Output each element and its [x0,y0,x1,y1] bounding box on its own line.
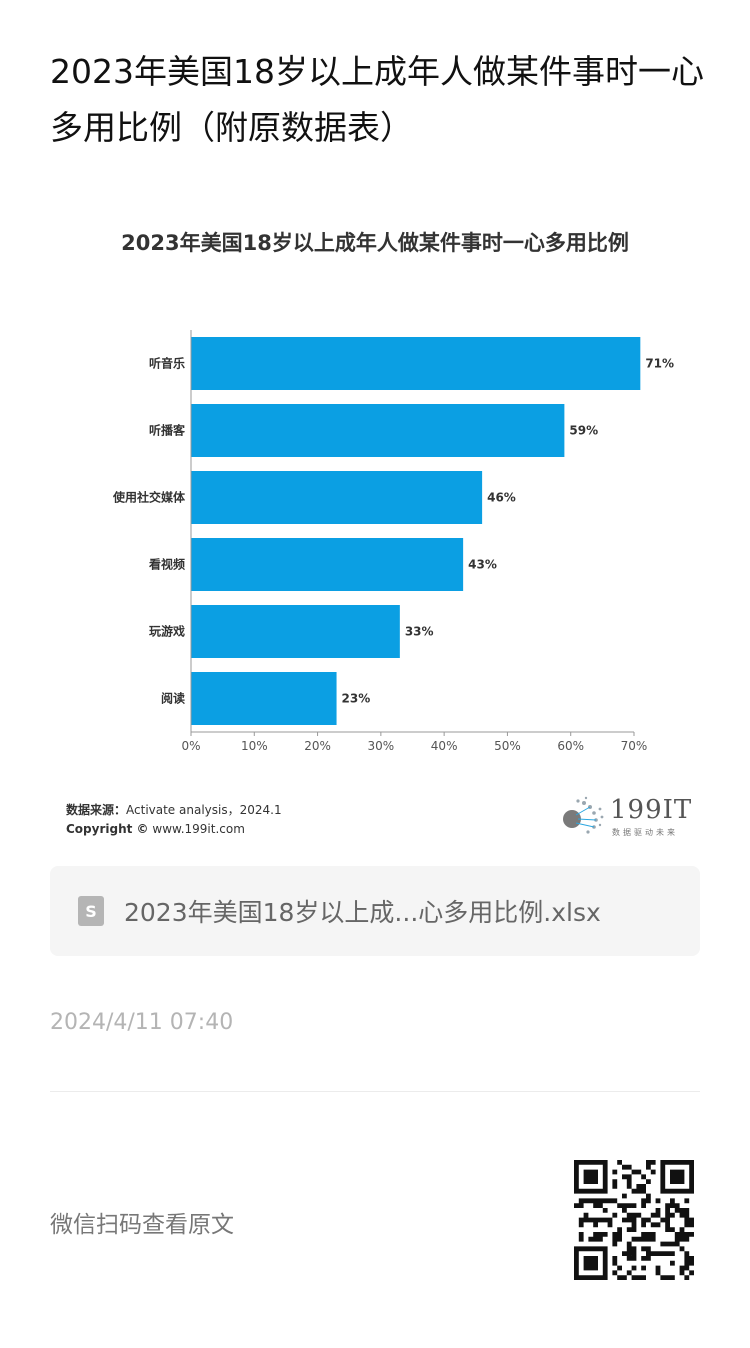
value-label-5: 23% [342,692,371,706]
x-tick-label-1: 10% [241,739,268,753]
value-label-4: 33% [405,625,434,639]
category-label-3: 看视频 [149,557,185,572]
category-label-2: 使用社交媒体 [112,490,186,505]
wechat-scan-text: 微信扫码查看原文 [50,1212,234,1238]
value-label-0: 71% [645,357,674,371]
category-label-4: 玩游戏 [149,624,185,639]
attachment-file-name[interactable]: 2023年美国18岁以上成...心多用比例.xlsx [124,898,601,927]
bar-2 [191,471,483,524]
bar-1 [191,404,565,457]
category-label-0: 听音乐 [149,356,185,371]
category-label-1: 听播客 [149,423,186,438]
copyright-label: Copyright © [66,822,149,836]
x-tick-label-7: 70% [621,739,648,753]
bar-0 [191,337,641,390]
divider [50,1091,700,1092]
category-label-5: 阅读 [161,691,185,706]
copyright-text: www.199it.com [152,822,245,836]
bar-chart: 听音乐 71% 听播客 59% 使用社交媒体 46% 看视频 43% 玩游戏 33% 阅读 23% 0%… [112,330,674,753]
chart-source: 数据来源：Activate analysis，2024.1 [66,801,282,818]
chart-image: 2023年美国18岁以上成年人做某件事时一心多用比例 听音乐 71% 听播客 59% 使… [50,205,700,850]
value-label-3: 43% [468,558,497,572]
source-label: 数据来源： [66,803,127,817]
qr-modules [574,1160,694,1280]
bar-4 [191,605,400,658]
bar-5 [191,672,337,725]
x-tick-label-0: 0% [181,739,200,753]
value-label-2: 46% [487,491,516,505]
source-text: Activate analysis，2024.1 [126,803,282,817]
dandelion-logo-icon [563,796,604,834]
chart-copyright: Copyright © www.199it.com [66,822,245,836]
chart-title: 2023年美国18岁以上成年人做某件事时一心多用比例 [121,231,629,255]
x-tick-label-4: 40% [431,739,458,753]
199it-logo: 199IT 数据驱动未来 [558,795,698,841]
x-tick-label-6: 60% [557,739,584,753]
bar-3 [191,538,464,591]
logo-text: 199IT [610,795,693,825]
attachment-card[interactable]: S 2023年美国18岁以上成...心多用比例.xlsx [50,866,700,956]
file-icon-letter: S [85,901,97,921]
logo-subtext: 数据驱动未来 [612,828,678,837]
value-label-1: 59% [569,424,598,438]
x-tick-label-5: 50% [494,739,521,753]
spreadsheet-file-icon: S [78,896,104,926]
publish-timestamp: 2024/4/11 07:40 [50,1010,234,1035]
article-title: 2023年美国18岁以上成年人做某件事时一心多用比例（附原数据表） [50,52,704,147]
x-tick-label-2: 20% [304,739,331,753]
qr-code-icon[interactable] [574,1160,694,1280]
x-tick-label-3: 30% [368,739,395,753]
